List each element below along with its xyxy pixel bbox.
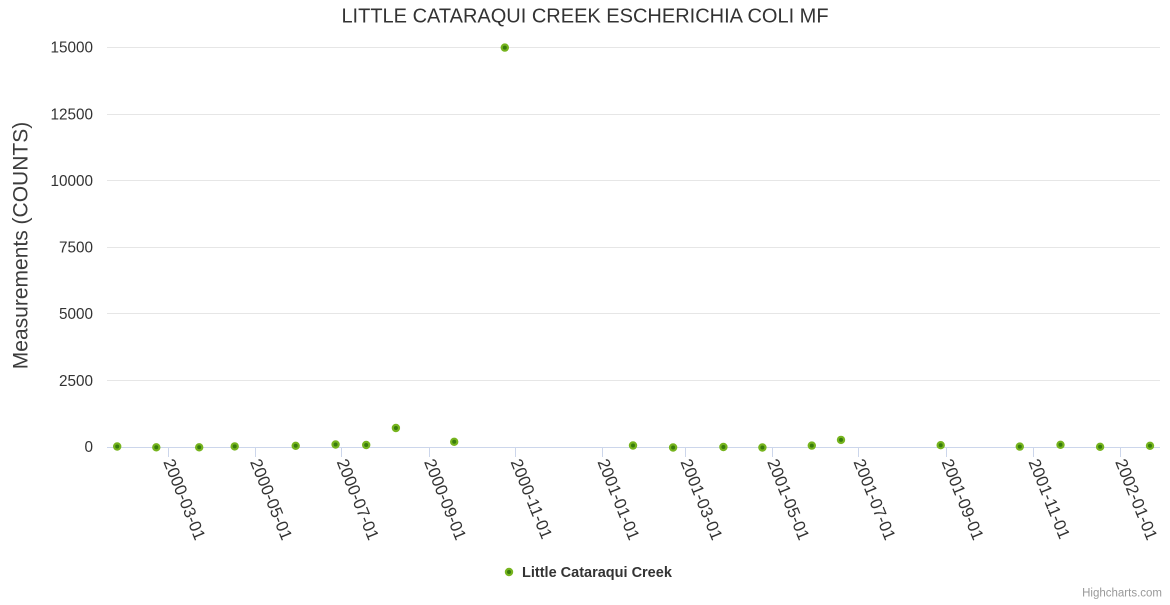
svg-text:Measurements (COUNTS): Measurements (COUNTS) [10, 122, 33, 369]
svg-text:LITTLE CATARAQUI CREEK ESCHERI: LITTLE CATARAQUI CREEK ESCHERICHIA COLI … [341, 6, 828, 28]
svg-text:7500: 7500 [59, 240, 93, 257]
svg-text:10000: 10000 [50, 173, 93, 190]
svg-text:0: 0 [84, 439, 93, 456]
svg-text:5000: 5000 [59, 306, 93, 323]
svg-text:15000: 15000 [50, 40, 93, 57]
svg-text:12500: 12500 [50, 106, 93, 123]
svg-text:Highcharts.com: Highcharts.com [1082, 588, 1162, 600]
svg-text:Little Cataraqui Creek: Little Cataraqui Creek [522, 565, 673, 581]
svg-text:2500: 2500 [59, 373, 93, 390]
